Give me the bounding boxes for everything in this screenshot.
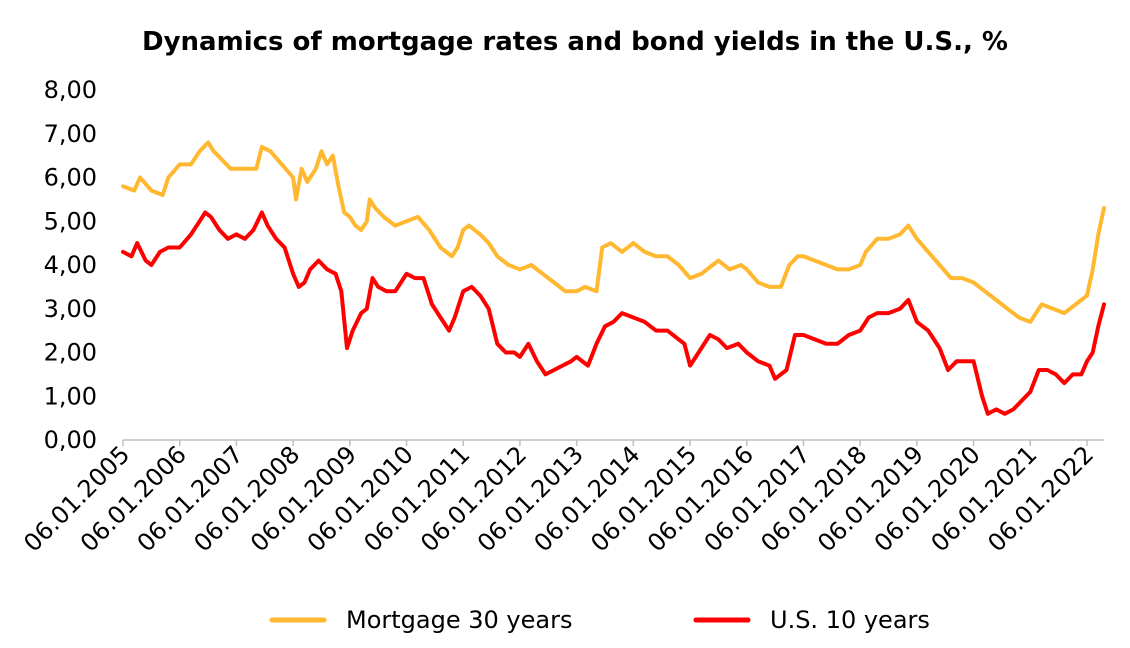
- y-tick-label: 5,00: [44, 207, 97, 235]
- y-tick-label: 0,00: [44, 426, 97, 454]
- y-tick-label: 1,00: [44, 382, 97, 410]
- series-layer: [121, 140, 1106, 416]
- y-tick-label: 3,00: [44, 295, 97, 323]
- y-tick-label: 2,00: [44, 339, 97, 367]
- legend-label: Mortgage 30 years: [346, 606, 572, 634]
- series-line-mortgage: [121, 140, 1106, 324]
- y-tick-label: 8,00: [44, 76, 97, 104]
- series-line-treasury: [121, 210, 1106, 416]
- legend-label: U.S. 10 years: [770, 606, 930, 634]
- legend: Mortgage 30 years U.S. 10 years: [269, 606, 930, 634]
- y-axis: 0,00 1,00 2,00 3,00 4,00 5,00 6,00 7,00 8,00: [44, 76, 97, 454]
- y-tick-label: 4,00: [44, 251, 97, 279]
- chart-title: Dynamics of mortgage rates and bond yiel…: [142, 27, 1008, 57]
- y-tick-label: 6,00: [44, 164, 97, 192]
- y-tick-label: 7,00: [44, 120, 97, 148]
- x-axis: 06.01.200506.01.200606.01.200706.01.2008…: [18, 439, 1104, 557]
